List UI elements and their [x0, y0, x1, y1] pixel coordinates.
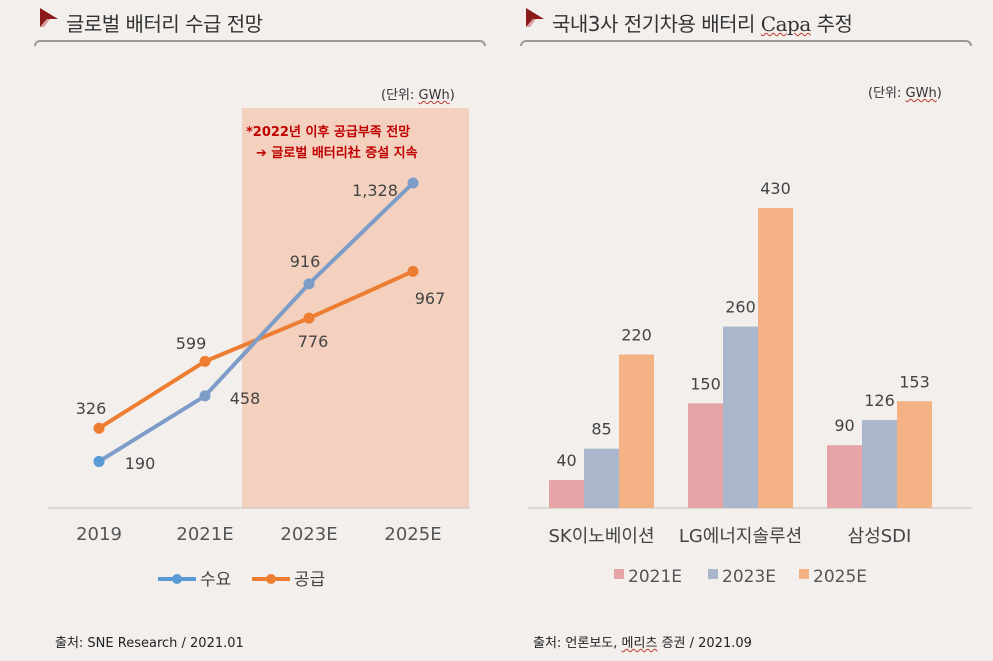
bar-value-label: 85: [591, 420, 611, 439]
unit-suffix: ): [936, 86, 942, 101]
unit-prefix: (단위:: [381, 88, 419, 103]
unit-word: GWh: [905, 86, 937, 101]
bar-value-label: 430: [760, 179, 791, 198]
supply-point: [407, 265, 419, 277]
demand-point: [407, 177, 419, 189]
legend-supply-marker: [266, 574, 276, 584]
legend-supply-label: 공급: [294, 570, 325, 590]
chart-title: 글로벌 배터리 수급 전망: [66, 12, 263, 36]
category-label: SK이노베이션: [548, 526, 654, 547]
supply-data-label: 326: [76, 399, 107, 418]
legend-swatch-2023E: [708, 569, 718, 579]
x-tick-label: 2025E: [384, 524, 441, 545]
supply-point: [199, 355, 211, 367]
title-rule: [520, 40, 972, 46]
capa-panel: 국내3사 전기차용 배터리 Capa 추정 (단위: GWh) 40 85 220 S…: [500, 0, 993, 661]
unit-prefix: (단위:: [868, 86, 906, 101]
demand-point: [93, 456, 105, 468]
title-arrow-icon: [526, 8, 544, 27]
title-suffix: 추정: [810, 12, 853, 36]
supply-data-label: 599: [176, 334, 207, 353]
demand-data-label: 1,328: [352, 181, 398, 200]
annotation-line-1: *2022년 이후 공급부족 전망: [246, 124, 410, 140]
source-wavy: 메리츠: [621, 636, 658, 651]
bar-value-label: 260: [725, 298, 756, 317]
demand-data-label: 916: [290, 252, 321, 271]
supply-data-label: 967: [415, 289, 446, 308]
x-tick-label: 2023E: [280, 524, 337, 545]
legend-label-2021E: 2021E: [628, 567, 682, 587]
forecast-highlight-band: [242, 108, 469, 508]
demand-point: [303, 278, 315, 290]
bar-2021E: [549, 480, 584, 508]
bar-value-label: 150: [690, 374, 721, 393]
supply-demand-line-chart: *2022년 이후 공급부족 전망 ➔ 글로벌 배터리社 증설 지속 2019 202…: [48, 108, 470, 590]
bar-2025E: [619, 354, 654, 508]
unit-label: (단위: GWh): [868, 82, 942, 101]
demand-data-label: 190: [125, 454, 156, 473]
bar-value-label: 220: [621, 326, 652, 345]
bar-value-label: 90: [834, 416, 854, 435]
supply-data-label: 776: [298, 332, 329, 351]
legend-swatch-2021E: [614, 569, 624, 579]
bar-2021E: [688, 403, 723, 508]
supply-point: [93, 422, 105, 434]
bar-2023E: [584, 448, 619, 508]
category-label: LG에너지솔루션: [679, 526, 802, 547]
title-rule: [34, 40, 486, 46]
title-prefix: 국내3사 전기차용 배터리: [552, 12, 761, 36]
source-suffix: 증권 / 2021.09: [657, 636, 752, 651]
legend-label-2023E: 2023E: [722, 567, 776, 587]
unit-suffix: ): [449, 88, 455, 103]
unit-label: (단위: GWh): [381, 84, 455, 103]
category-label: 삼성SDI: [848, 526, 912, 547]
x-tick-label: 2019: [76, 524, 122, 545]
legend-label-2025E: 2025E: [813, 567, 867, 587]
legend-demand-marker: [172, 574, 182, 584]
x-tick-label: 2021E: [176, 524, 233, 545]
supply-point: [303, 312, 315, 324]
supply-demand-panel: 글로벌 배터리 수급 전망 (단위: GWh) *2022년 이후 공급부족 전…: [34, 8, 486, 651]
bar-2023E: [723, 326, 758, 508]
unit-word: GWh: [418, 88, 450, 103]
bar-2023E: [862, 420, 897, 508]
title-arrow-icon: [40, 8, 58, 27]
bar-2025E: [758, 208, 793, 508]
demand-point: [199, 390, 211, 402]
source-note: 출처: 언론보도, 메리츠 증권 / 2021.09: [533, 632, 752, 651]
title-capa: Capa: [760, 12, 811, 36]
bar-value-label: 126: [864, 391, 895, 410]
demand-series-line: [97, 181, 415, 464]
legend-demand-label: 수요: [200, 570, 231, 590]
chart-title: 국내3사 전기차용 배터리 Capa 추정: [552, 8, 853, 37]
legend-swatch-2025E: [799, 569, 809, 579]
demand-data-label: 458: [230, 389, 261, 408]
bar-value-label: 153: [899, 372, 930, 391]
bar-value-label: 40: [556, 451, 576, 470]
annotation-line-2: ➔ 글로벌 배터리社 증설 지속: [256, 145, 418, 161]
bar-2025E: [897, 401, 932, 508]
bar-2021E: [827, 445, 862, 508]
source-prefix: 출처: 언론보도,: [533, 636, 622, 651]
source-note: 출처: SNE Research / 2021.01: [55, 636, 244, 651]
